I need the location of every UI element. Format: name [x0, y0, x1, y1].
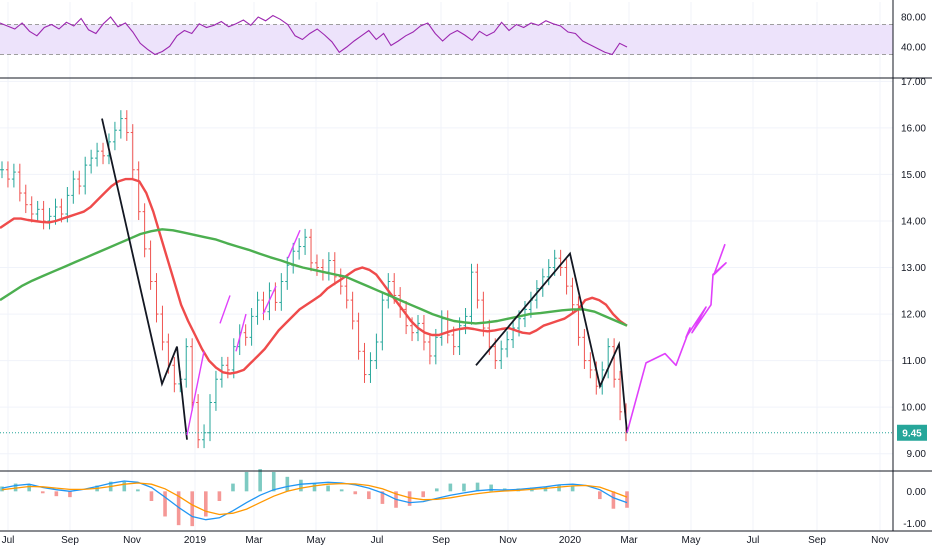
macd-tick-label: -1.00: [903, 519, 926, 530]
grid: [0, 2, 893, 530]
x-tick-label: Mar: [245, 535, 263, 546]
macd-histogram-bar: [163, 491, 167, 517]
macd-histogram-bar: [40, 491, 45, 494]
macd-histogram-bar: [407, 491, 412, 506]
macd-histogram-bar: [598, 491, 602, 500]
projection-path: [626, 243, 727, 434]
macd-histogram-bar: [421, 491, 425, 498]
y-tick-label: 15.00: [901, 170, 926, 181]
x-tick-label: Mar: [620, 535, 638, 546]
macd-histogram-bar: [0, 486, 4, 492]
y-tick-label: 14.00: [901, 216, 926, 227]
macd-histogram-bar: [54, 491, 59, 497]
price-pane: [0, 110, 893, 449]
macd-histogram-bar: [285, 476, 290, 492]
macd-histogram-bar: [339, 489, 344, 492]
macd-histogram-bar: [312, 483, 317, 492]
rsi-line: [0, 14, 628, 56]
macd-histogram-bar: [122, 481, 127, 492]
macd-histogram-bar: [611, 491, 616, 509]
last-price-label: 9.45: [902, 428, 922, 439]
x-tick-label: May: [682, 535, 701, 546]
projection-arrow-small: [186, 351, 205, 436]
y-tick-label: 9.00: [907, 449, 927, 460]
x-tick-label: 2020: [559, 535, 582, 546]
macd-histogram-bar: [489, 484, 493, 492]
macd-histogram-bar: [462, 483, 466, 492]
macd-line: [1, 480, 628, 521]
y-tick-label: 13.00: [901, 263, 926, 274]
macd-histogram-bar: [231, 483, 235, 492]
projection-arrow-small: [219, 295, 231, 324]
macd-tick-label: 0.00: [907, 487, 927, 498]
macd-histogram-bar: [217, 491, 222, 501]
y-tick-label: 10.00: [901, 403, 926, 414]
macd-signal-line: [1, 482, 628, 516]
trend-line-black: [475, 251, 628, 433]
y-tick-label: 17.00: [901, 77, 926, 88]
x-tick-label: Sep: [61, 535, 79, 546]
macd-histogram-bar: [570, 486, 575, 492]
macd-histogram-bar: [353, 491, 358, 495]
macd-histogram-bar: [625, 491, 629, 508]
x-tick-label: Sep: [808, 535, 826, 546]
x-tick-label: May: [307, 535, 326, 546]
y-tick-label: 12.00: [901, 310, 926, 321]
rsi-pane: [0, 14, 893, 56]
macd-histogram-bar: [448, 483, 453, 492]
macd-histogram-bar: [557, 484, 561, 492]
x-tick-label: Nov: [871, 535, 889, 546]
macd-histogram-bar: [27, 484, 31, 492]
macd-histogram-bar: [299, 479, 303, 492]
x-tick-label: 2019: [184, 535, 207, 546]
macd-histogram-bar: [367, 491, 371, 500]
macd-histogram-bar: [271, 472, 276, 492]
x-tick-label: Jul: [2, 535, 15, 546]
x-tick-label: Jul: [747, 535, 760, 546]
projection-arrow-small: [287, 230, 301, 259]
macd-histogram-bar: [68, 491, 72, 498]
last-price-badge: [897, 424, 927, 441]
macd-histogram-bar: [434, 488, 439, 492]
macd-histogram-bar: [326, 485, 330, 492]
macd-histogram-bar: [380, 491, 385, 504]
trend-line-black: [101, 118, 188, 440]
x-tick-label: Nov: [123, 535, 141, 546]
x-tick-label: Nov: [499, 535, 517, 546]
macd-histogram-bar: [244, 472, 249, 492]
rsi-band: [0, 24, 893, 55]
macd-histogram-bar: [136, 489, 140, 492]
y-tick-label: 16.00: [901, 123, 926, 134]
x-tick-label: Sep: [432, 535, 450, 546]
macd-histogram-bar: [475, 482, 480, 492]
moving-average-red: [0, 177, 628, 375]
rsi-tick-label: 80.00: [901, 13, 926, 24]
macd-histogram-bar: [190, 491, 195, 527]
projection-arrow-small: [235, 313, 247, 352]
rsi-tick-label: 40.00: [901, 43, 926, 54]
y-tick-label: 11.00: [902, 356, 927, 367]
macd-histogram-bar: [176, 491, 181, 526]
x-tick-label: Jul: [371, 535, 384, 546]
macd-histogram-bar: [258, 469, 262, 492]
macd-pane: [0, 469, 629, 527]
projection-arrow-small: [262, 285, 277, 315]
moving-average-green: [0, 228, 628, 327]
macd-histogram-bar: [149, 491, 154, 501]
macd-histogram-bar: [204, 491, 208, 517]
